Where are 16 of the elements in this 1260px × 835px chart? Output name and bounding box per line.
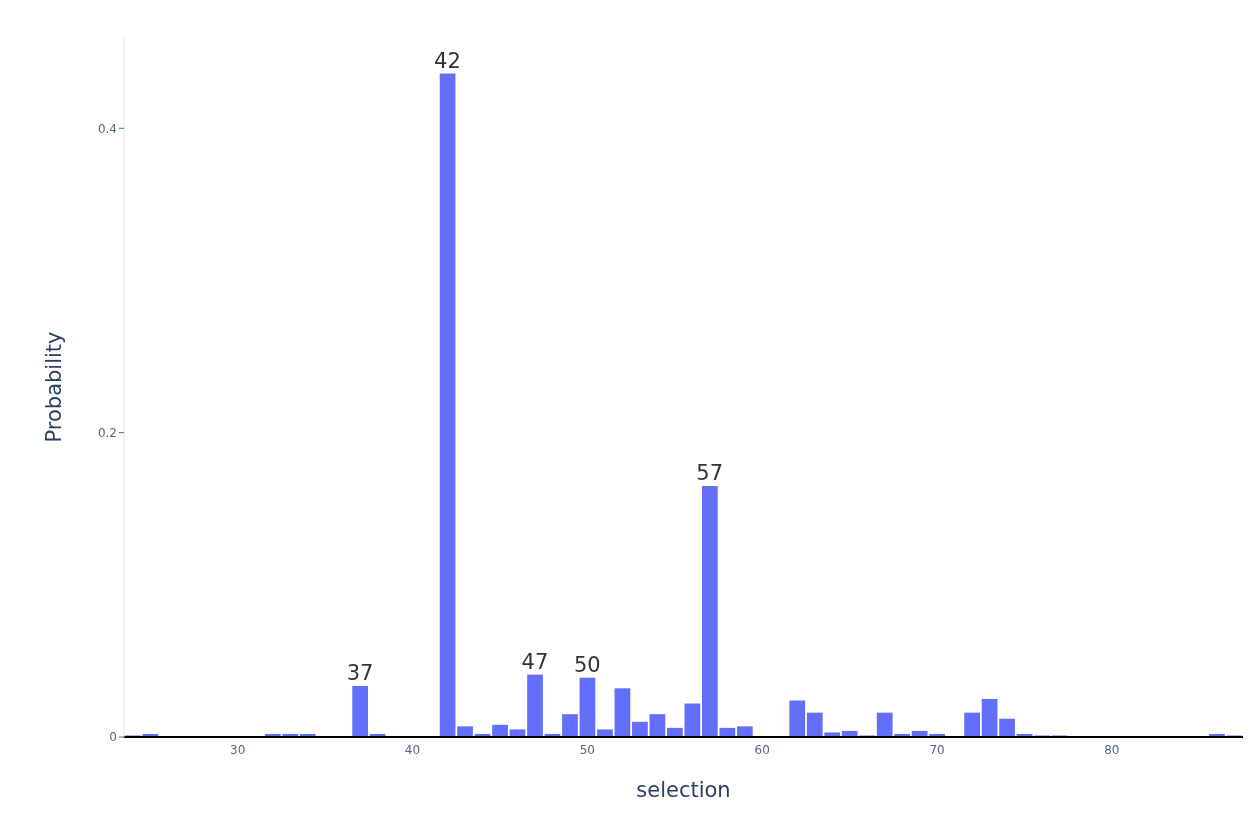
x-tick-label: 70 <box>929 742 945 757</box>
annotation: 57 <box>696 460 724 485</box>
x-tick-label: 30 <box>230 742 246 757</box>
x-axis-title: selection <box>636 778 731 802</box>
y-tick-label: 0 <box>109 730 117 745</box>
annotation: 47 <box>521 649 549 674</box>
x-tick-label: 50 <box>579 742 595 757</box>
annotation: 50 <box>573 652 601 677</box>
annotation: 42 <box>434 48 461 73</box>
x-tick-label: 80 <box>1104 742 1120 757</box>
y-tick-label: 0.4 <box>97 121 117 136</box>
x-tick-label: 60 <box>754 742 770 757</box>
y-tick-label: 0.2 <box>97 425 117 440</box>
x-tick-label: 40 <box>404 742 421 757</box>
annotation: 37 <box>346 661 374 686</box>
y-axis-title: Probability <box>42 331 67 443</box>
